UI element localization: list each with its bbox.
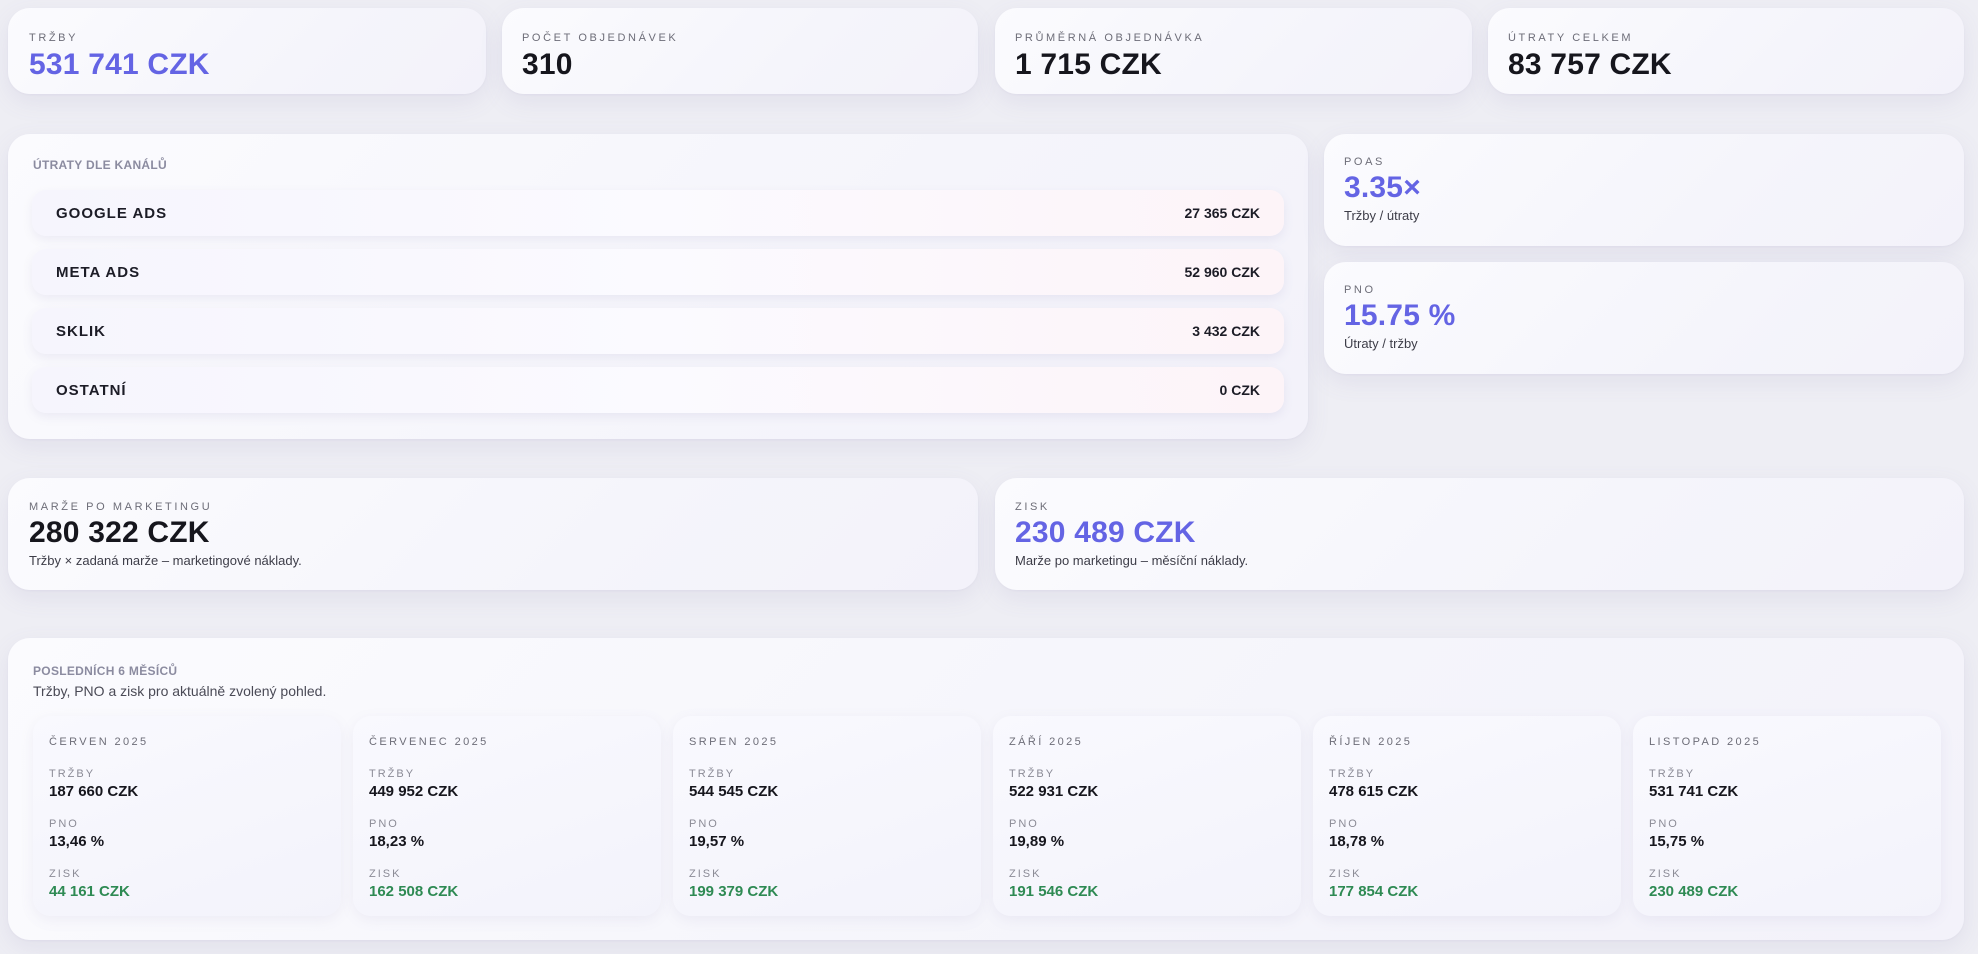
pno-label: PNO	[1649, 818, 1679, 830]
revenue-label: Tržby	[1649, 768, 1696, 780]
pno-label: PNO	[1009, 818, 1039, 830]
section-title: Posledních 6 měsíců	[33, 664, 178, 678]
profit-label: Zisk	[49, 868, 82, 880]
channel-value: 0 CZK	[1219, 382, 1260, 398]
section-subtitle: Tržby, PNO a zisk pro aktuálně zvolený p…	[33, 683, 327, 699]
pno-value: 15.75 %	[1344, 299, 1456, 332]
pno-value: 15,75 %	[1649, 833, 1705, 850]
profit-value: 199 379 CZK	[689, 883, 779, 900]
revenue-label: Tržby	[1009, 768, 1056, 780]
kpi-card-avg-order: Průměrná objednávka 1 715 CZK	[995, 8, 1472, 94]
profit-value: 191 546 CZK	[1009, 883, 1099, 900]
channel-row-google-ads: GOOGLE ADS 27 365 CZK	[32, 190, 1284, 236]
pno-value: 18,23 %	[369, 833, 425, 850]
poas-label: POAS	[1344, 156, 1385, 168]
pno-label: PNO	[1329, 818, 1359, 830]
pno-value: 18,78 %	[1329, 833, 1385, 850]
poas-card: POAS 3.35× Tržby / útraty	[1324, 134, 1964, 246]
kpi-card-revenue: Tržby 531 741 CZK	[8, 8, 486, 94]
revenue-label: Tržby	[49, 768, 96, 780]
profit-label: Zisk	[1649, 868, 1682, 880]
pno-label: PNO	[49, 818, 79, 830]
month-title: Listopad 2025	[1649, 736, 1762, 748]
poas-value: 3.35×	[1344, 171, 1421, 204]
margin-card: Marže po marketingu 280 322 CZK Tržby × …	[8, 478, 978, 590]
kpi-card-orders: Počet objednávek 310	[502, 8, 978, 94]
month-card: Září 2025 Tržby 522 931 CZK PNO 19,89 % …	[993, 716, 1301, 916]
pno-card: PNO 15.75 % Útraty / tržby	[1324, 262, 1964, 374]
channel-value: 3 432 CZK	[1192, 323, 1260, 339]
kpi-value: 531 741 CZK	[29, 48, 210, 81]
profit-value: 162 508 CZK	[369, 883, 459, 900]
profit-value: 177 854 CZK	[1329, 883, 1419, 900]
poas-sub: Tržby / útraty	[1344, 208, 1420, 223]
profit-label: Zisk	[1329, 868, 1362, 880]
kpi-label: Tržby	[29, 32, 79, 44]
month-title: Červenec 2025	[369, 736, 489, 748]
kpi-label: Útraty celkem	[1508, 32, 1634, 44]
month-card: Říjen 2025 Tržby 478 615 CZK PNO 18,78 %…	[1313, 716, 1621, 916]
margin-sub: Tržby × zadaná marže – marketingové nákl…	[29, 553, 302, 568]
month-title: Říjen 2025	[1329, 736, 1413, 748]
profit-value: 230 489 CZK	[1015, 516, 1196, 549]
month-card: Červenec 2025 Tržby 449 952 CZK PNO 18,2…	[353, 716, 661, 916]
month-card: Listopad 2025 Tržby 531 741 CZK PNO 15,7…	[1633, 716, 1941, 916]
channel-row-sklik: SKLIK 3 432 CZK	[32, 308, 1284, 354]
kpi-label: Průměrná objednávka	[1015, 32, 1205, 44]
kpi-value: 1 715 CZK	[1015, 48, 1162, 81]
channel-name: SKLIK	[56, 322, 106, 340]
revenue-value: 544 545 CZK	[689, 783, 779, 800]
pno-value: 19,57 %	[689, 833, 745, 850]
profit-label: Zisk	[689, 868, 722, 880]
channel-spend-card: Útraty dle kanálů GOOGLE ADS 27 365 CZK …	[8, 134, 1308, 439]
channel-value: 27 365 CZK	[1184, 205, 1260, 221]
months-section: Posledních 6 měsíců Tržby, PNO a zisk pr…	[8, 638, 1964, 940]
channel-row-ostatni: OSTATNÍ 0 CZK	[32, 367, 1284, 413]
profit-label: Zisk	[1015, 501, 1050, 513]
channel-name: GOOGLE ADS	[56, 204, 168, 222]
revenue-value: 187 660 CZK	[49, 783, 139, 800]
kpi-value: 310	[522, 48, 573, 81]
profit-value: 230 489 CZK	[1649, 883, 1739, 900]
revenue-value: 522 931 CZK	[1009, 783, 1099, 800]
revenue-label: Tržby	[689, 768, 736, 780]
pno-label: PNO	[1344, 284, 1376, 296]
month-title: Září 2025	[1009, 736, 1084, 748]
pno-label: PNO	[369, 818, 399, 830]
profit-sub: Marže po marketingu – měsíční náklady.	[1015, 553, 1249, 568]
margin-value: 280 322 CZK	[29, 516, 210, 549]
channel-name: META ADS	[56, 263, 141, 281]
profit-label: Zisk	[369, 868, 402, 880]
channel-name: OSTATNÍ	[56, 381, 127, 399]
revenue-label: Tržby	[369, 768, 416, 780]
pno-label: PNO	[689, 818, 719, 830]
profit-value: 44 161 CZK	[49, 883, 130, 900]
profit-label: Zisk	[1009, 868, 1042, 880]
pno-value: 13,46 %	[49, 833, 105, 850]
kpi-label: Počet objednávek	[522, 32, 679, 44]
month-card: Červen 2025 Tržby 187 660 CZK PNO 13,46 …	[33, 716, 341, 916]
kpi-value: 83 757 CZK	[1508, 48, 1672, 81]
pno-sub: Útraty / tržby	[1344, 336, 1418, 351]
revenue-label: Tržby	[1329, 768, 1376, 780]
pno-value: 19,89 %	[1009, 833, 1065, 850]
channel-value: 52 960 CZK	[1184, 264, 1260, 280]
profit-card: Zisk 230 489 CZK Marže po marketingu – m…	[995, 478, 1964, 590]
revenue-value: 531 741 CZK	[1649, 783, 1739, 800]
month-card: Srpen 2025 Tržby 544 545 CZK PNO 19,57 %…	[673, 716, 981, 916]
month-title: Srpen 2025	[689, 736, 779, 748]
revenue-value: 449 952 CZK	[369, 783, 459, 800]
revenue-value: 478 615 CZK	[1329, 783, 1419, 800]
month-title: Červen 2025	[49, 736, 149, 748]
margin-label: Marže po marketingu	[29, 501, 213, 513]
kpi-card-spend-total: Útraty celkem 83 757 CZK	[1488, 8, 1964, 94]
section-title: Útraty dle kanálů	[33, 158, 167, 172]
channel-row-meta-ads: META ADS 52 960 CZK	[32, 249, 1284, 295]
